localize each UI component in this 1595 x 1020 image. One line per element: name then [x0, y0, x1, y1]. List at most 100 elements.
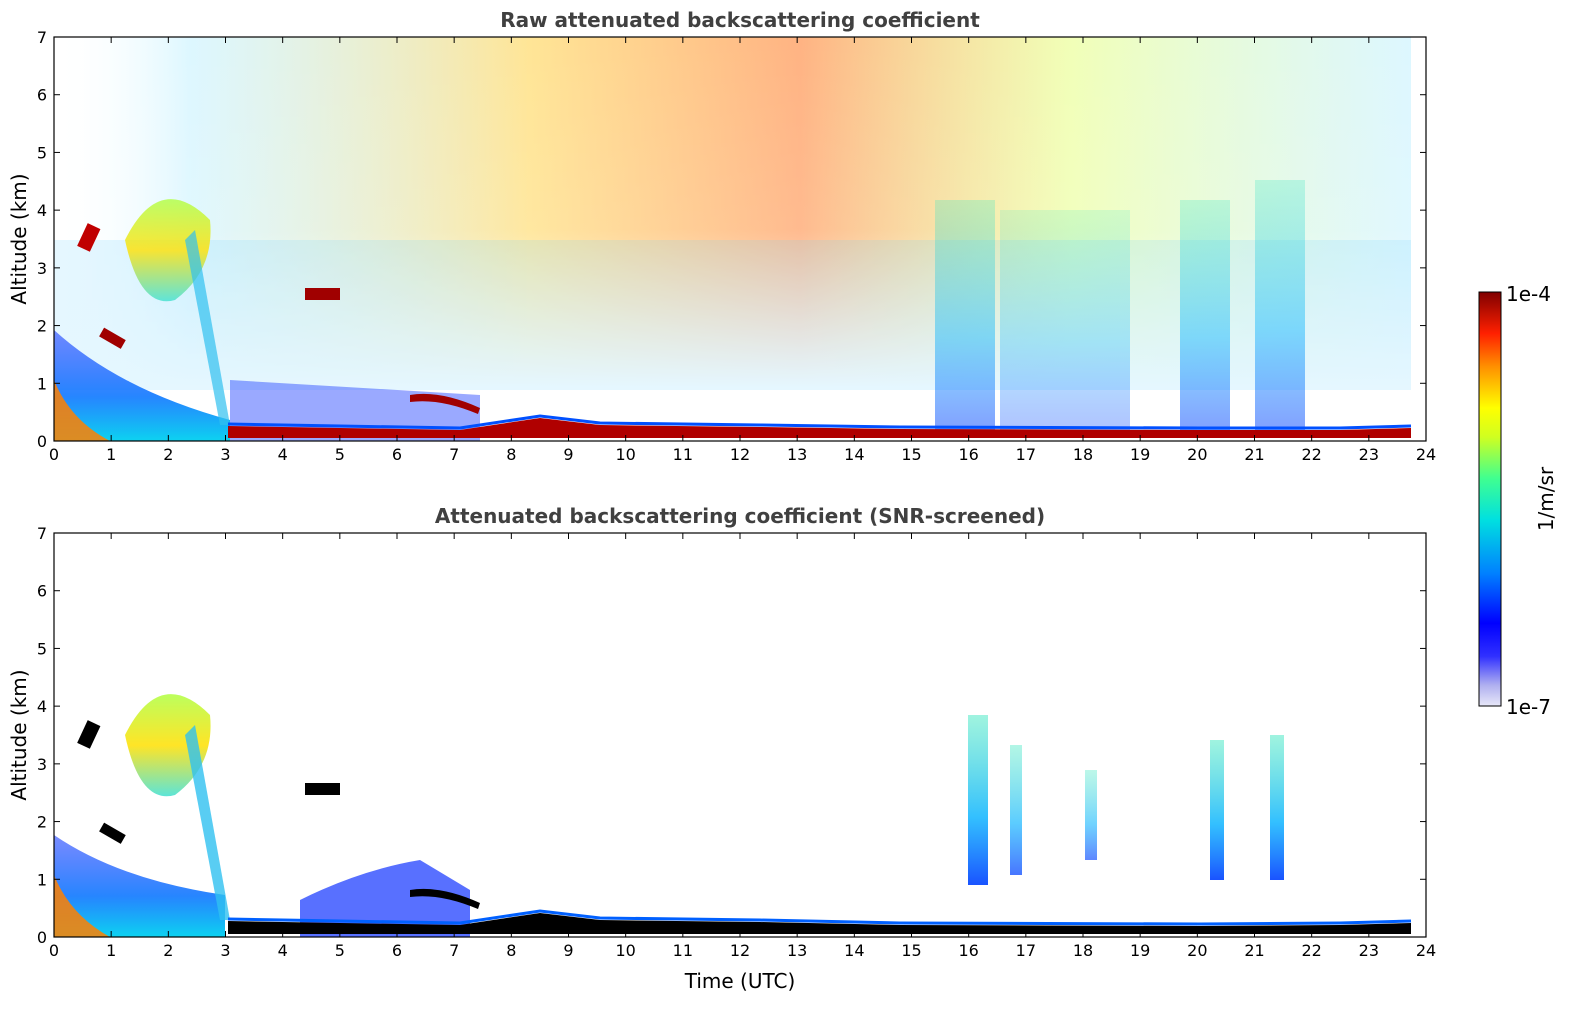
x-tick-label: 16	[958, 941, 978, 960]
y-tick-label: 3	[37, 259, 47, 278]
precip-top-16	[935, 200, 995, 430]
x-tick-label: 1	[106, 941, 116, 960]
x-tick-label: 6	[392, 445, 402, 464]
y-tick-label: 3	[37, 755, 47, 774]
x-tick-label: 16	[958, 445, 978, 464]
x-tick-label: 4	[278, 445, 288, 464]
x-tick-label: 9	[563, 941, 573, 960]
x-tick-label: 14	[844, 941, 864, 960]
y-ticks-bottom: 0 1 2 3 4 5 6 7	[37, 524, 1426, 947]
x-tick-label: 19	[1130, 445, 1150, 464]
x-tick-label: 7	[449, 445, 459, 464]
cloud-early-high-screened	[77, 720, 101, 749]
x-tick-label: 13	[787, 941, 807, 960]
x-tick-label: 10	[615, 941, 635, 960]
x-tick-label: 22	[1301, 445, 1321, 464]
x-tick-label: 18	[1073, 445, 1093, 464]
x-tick-label: 17	[1016, 445, 1036, 464]
y-tick-label: 7	[37, 524, 47, 543]
cloud-6-7	[410, 393, 480, 414]
y-tick-label: 6	[37, 582, 47, 601]
colorbar-unit-label: 1/m/sr	[1534, 466, 1558, 531]
precip-top-21	[1255, 180, 1305, 430]
y-tick-label: 0	[37, 928, 47, 947]
x-tick-label: 12	[730, 941, 750, 960]
surface-layer-edge-top	[227, 414, 1412, 430]
x-tick-label: 5	[335, 941, 345, 960]
colorbar-min-label: 1e-7	[1506, 695, 1551, 719]
colorbar: 1e-4 1e-7 1/m/sr	[1478, 282, 1558, 719]
elevated-aerosol	[125, 199, 211, 302]
aerosol-fall-streak	[185, 230, 230, 425]
x-tick-label: 23	[1359, 941, 1379, 960]
precip-bottom-20	[1210, 740, 1224, 880]
early-boundary-layer	[54, 330, 230, 441]
precip-top-20	[1180, 200, 1230, 430]
x-tick-label: 7	[449, 941, 459, 960]
x-tick-label: 8	[506, 941, 516, 960]
surface-layer-bottom	[228, 913, 1411, 934]
raw-backscatter-panel: 0 1 2 3 4 5 6 7 8 9 10 11 12 13 14 15 16 17 18 19 20 21 22 23 24…	[7, 8, 1436, 464]
precip-bottom-21	[1270, 735, 1284, 880]
x-tick-label: 11	[673, 445, 693, 464]
morning-layer-screened	[300, 860, 470, 937]
aerosol-fall-streak-screened	[185, 725, 230, 920]
x-tick-label: 18	[1073, 941, 1093, 960]
x-tick-label: 21	[1244, 445, 1264, 464]
y-axis-label-top: Altitude (km)	[7, 173, 31, 304]
early-boundary-layer-screened	[54, 835, 225, 937]
x-tick-label: 11	[673, 941, 693, 960]
x-tick-label: 8	[506, 445, 516, 464]
x-tick-label: 13	[787, 445, 807, 464]
x-tick-label: 24	[1416, 941, 1436, 960]
surface-layer-top	[228, 418, 1411, 438]
x-tick-label: 2	[163, 445, 173, 464]
surface-layer-edge-bottom	[227, 909, 1412, 926]
surface-layer-base-top	[54, 380, 110, 441]
x-tick-label: 19	[1130, 941, 1150, 960]
y-tick-label: 2	[37, 317, 47, 336]
x-tick-label: 22	[1301, 941, 1321, 960]
cloud-6-7-screened	[410, 888, 480, 909]
cloud-early-low	[99, 327, 126, 349]
y-ticks-top: 0 1 2 3 4 5 6 7	[37, 28, 1426, 451]
precip-bottom-18	[1085, 770, 1097, 860]
x-tick-label: 3	[220, 445, 230, 464]
y-tick-label: 6	[37, 86, 47, 105]
precip-bottom-16	[968, 715, 988, 885]
x-ticks-top: 0 1 2 3 4 5 6 7 8 9 10 11 12 13 14 15 16 17 18 19 20 21 22 23 24	[49, 37, 1436, 464]
plot-area-bottom	[54, 533, 1426, 937]
x-tick-label: 12	[730, 445, 750, 464]
heatmap-screened	[54, 694, 1412, 937]
x-axis-label: Time (UTC)	[684, 969, 796, 993]
elevated-aerosol-screened	[125, 694, 211, 797]
x-tick-label: 20	[1187, 941, 1207, 960]
y-tick-label: 7	[37, 28, 47, 47]
y-tick-label: 5	[37, 143, 47, 162]
x-tick-label: 6	[392, 941, 402, 960]
x-tick-label: 3	[220, 941, 230, 960]
x-tick-label: 14	[844, 445, 864, 464]
cloud-4-5-screened	[305, 783, 340, 795]
precip-bottom-17	[1010, 745, 1022, 875]
x-tick-label: 17	[1016, 941, 1036, 960]
x-tick-label: 21	[1244, 941, 1264, 960]
x-tick-label: 9	[563, 445, 573, 464]
x-tick-label: 24	[1416, 445, 1436, 464]
x-tick-label: 4	[278, 941, 288, 960]
colorbar-gradient	[1478, 291, 1502, 707]
y-tick-label: 2	[37, 813, 47, 832]
y-axis-label-bottom: Altitude (km)	[7, 669, 31, 800]
x-tick-label: 5	[335, 445, 345, 464]
cloud-early-high	[77, 223, 101, 252]
y-tick-label: 1	[37, 374, 47, 393]
cloud-4-5	[305, 288, 340, 300]
heatmap-raw	[54, 37, 1412, 441]
chart-title-bottom: Attenuated backscattering coefficient (S…	[435, 504, 1045, 528]
x-tick-label: 0	[49, 941, 59, 960]
x-tick-label: 15	[901, 445, 921, 464]
x-ticks-bottom: 0 1 2 3 4 5 6 7 8 9 10 11 12 13 14 15 16 17 18 19 20 21 22 23 24	[49, 533, 1436, 960]
chart-title-top: Raw attenuated backscattering coefficien…	[500, 8, 980, 32]
y-tick-label: 4	[37, 201, 47, 220]
